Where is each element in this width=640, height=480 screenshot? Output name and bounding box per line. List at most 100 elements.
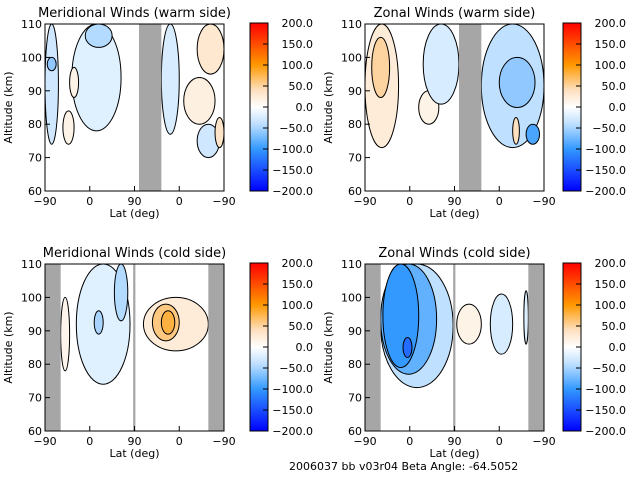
contour-region <box>160 23 180 135</box>
contour-region <box>525 123 541 145</box>
y-axis-label: Altitude (km) <box>322 311 335 383</box>
no-data-band <box>453 264 456 431</box>
x-tick-label: 0 <box>176 195 183 208</box>
panel-2: Meridional Winds (cold side) −90 0 90 0 −90 La… <box>2 246 313 460</box>
y-tick-label: 60 <box>28 425 42 438</box>
x-tick-label: 90 <box>448 435 462 448</box>
colorbar-tick-label: 200.0 <box>595 17 627 30</box>
x-tick-label: 0 <box>496 435 503 448</box>
x-tick-label: 0 <box>496 195 503 208</box>
x-tick-label: −90 <box>33 435 56 448</box>
colorbar-tick-label: −200.0 <box>585 425 626 438</box>
contour-region <box>183 76 216 125</box>
no-data-band <box>458 24 482 191</box>
colorbar-tick-label: 100.0 <box>595 59 627 72</box>
y-tick-label: 70 <box>348 392 362 405</box>
colorbar-tick-label: −150.0 <box>585 404 626 417</box>
y-tick-label: 90 <box>348 325 362 338</box>
y-tick-label: 100 <box>341 51 362 64</box>
y-tick-label: 90 <box>28 85 42 98</box>
y-tick-label: 110 <box>21 18 42 31</box>
y-axis-label: Altitude (km) <box>2 71 15 143</box>
colorbar-tick-label: −200.0 <box>272 425 313 438</box>
y-tick-label: 110 <box>21 258 42 271</box>
colorbar-tick-label: −100.0 <box>272 143 313 156</box>
no-data-band <box>528 264 544 431</box>
colorbar-tick-label: 150.0 <box>282 278 314 291</box>
x-tick-label: 0 <box>176 435 183 448</box>
y-tick-label: 100 <box>341 291 362 304</box>
contour-region <box>62 110 75 145</box>
colorbar-tick-label: 100.0 <box>282 59 314 72</box>
colorbar-tick-label: 200.0 <box>282 17 314 30</box>
colorbar-tick-label: −50.0 <box>279 122 313 135</box>
panel-3: Zonal Winds (cold side) −90 0 90 0 −90 Lat (de… <box>322 246 626 460</box>
footer-text: 2006037 bb v03r04 Beta Angle: -64.5052 <box>289 460 518 473</box>
colorbar-tick-label: −150.0 <box>585 164 626 177</box>
contour-region <box>371 36 391 98</box>
contour-region <box>422 23 460 105</box>
colorbar-tick-label: 100.0 <box>595 299 627 312</box>
contour-region <box>498 56 536 108</box>
x-tick-label: 0 <box>86 195 93 208</box>
panel-title: Zonal Winds (warm side) <box>374 6 536 21</box>
x-tick-label: −90 <box>353 195 376 208</box>
colorbar-tick-label: 50.0 <box>289 320 314 333</box>
colorbar-tick-label: −100.0 <box>272 383 313 396</box>
y-tick-label: 80 <box>348 118 362 131</box>
no-data-band <box>133 264 136 431</box>
y-tick-label: 60 <box>28 185 42 198</box>
colorbar-tick-label: −50.0 <box>279 362 313 375</box>
contour-region <box>382 263 420 369</box>
y-tick-label: 70 <box>28 152 42 165</box>
colorbar-tick-label: 0.0 <box>609 101 627 114</box>
contour-region <box>93 310 104 335</box>
y-tick-label: 110 <box>341 258 362 271</box>
y-tick-label: 110 <box>341 18 362 31</box>
no-data-band <box>45 264 61 431</box>
x-tick-label: −90 <box>532 435 555 448</box>
no-data-band <box>138 24 162 191</box>
no-data-band <box>365 264 381 431</box>
colorbar-tick-label: −100.0 <box>585 383 626 396</box>
x-tick-label: 0 <box>406 195 413 208</box>
contour-region <box>46 56 57 72</box>
panel-1: Zonal Winds (warm side) −90 0 90 0 −90 Lat (de… <box>322 6 626 220</box>
x-axis-label: Lat (deg) <box>110 207 160 220</box>
y-tick-label: 60 <box>348 425 362 438</box>
y-tick-label: 70 <box>348 152 362 165</box>
y-tick-label: 80 <box>28 118 42 131</box>
y-tick-label: 90 <box>348 85 362 98</box>
x-tick-label: −90 <box>33 195 56 208</box>
colorbar-tick-label: −100.0 <box>585 143 626 156</box>
panel-title: Zonal Winds (cold side) <box>378 246 530 261</box>
panel-title: Meridional Winds (cold side) <box>43 246 226 261</box>
colorbar-tick-label: −150.0 <box>272 164 313 177</box>
contour-region <box>489 293 514 355</box>
panel-0: Meridional Winds (warm side) −90 0 90 0 −90 La… <box>2 6 313 220</box>
colorbar-tick-label: 150.0 <box>595 38 627 51</box>
contour-region <box>60 296 71 372</box>
contour-region <box>512 117 520 145</box>
colorbar-tick-label: 100.0 <box>282 299 314 312</box>
colorbar-tick-label: 200.0 <box>595 257 627 270</box>
contour-region <box>84 23 113 48</box>
y-tick-label: 80 <box>348 358 362 371</box>
contour-region <box>456 303 482 345</box>
x-tick-label: 90 <box>448 195 462 208</box>
x-tick-label: −90 <box>353 435 376 448</box>
contour-region <box>44 23 59 145</box>
colorbar-tick-label: −200.0 <box>585 185 626 198</box>
y-tick-label: 70 <box>28 392 42 405</box>
colorbar-tick-label: −200.0 <box>272 185 313 198</box>
x-tick-label: −90 <box>212 435 235 448</box>
colorbar-tick-label: 150.0 <box>595 278 627 291</box>
y-axis-label: Altitude (km) <box>322 71 335 143</box>
colorbar-tick-label: −50.0 <box>592 362 626 375</box>
x-tick-label: 90 <box>128 195 142 208</box>
x-axis-label: Lat (deg) <box>430 447 480 460</box>
panel-title: Meridional Winds (warm side) <box>38 6 231 21</box>
contour-region <box>196 23 225 75</box>
x-tick-label: −90 <box>212 195 235 208</box>
colorbar-tick-label: 150.0 <box>282 38 314 51</box>
